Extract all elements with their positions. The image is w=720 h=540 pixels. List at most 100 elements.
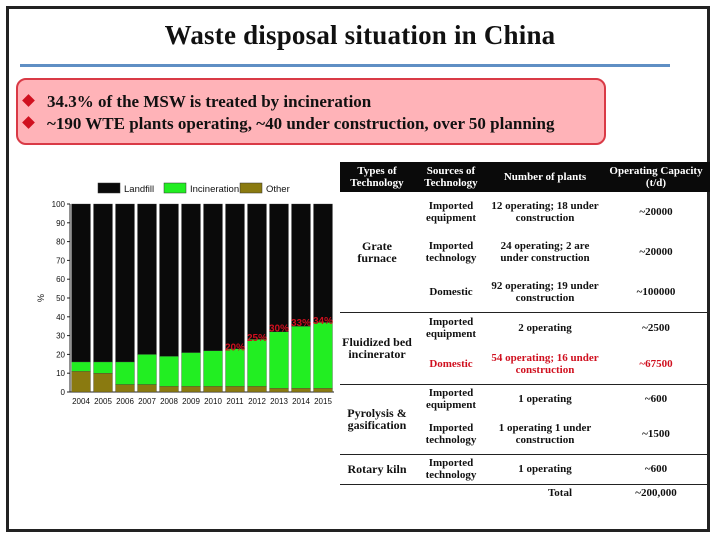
plants-cell: 2 operating bbox=[518, 322, 572, 335]
bar-segment-landfill bbox=[291, 203, 311, 327]
bar-segment-incineration bbox=[181, 352, 201, 387]
legend-swatch bbox=[97, 182, 121, 194]
source-cell: Imported equipment bbox=[425, 200, 477, 224]
x-tick-label: 2007 bbox=[138, 397, 156, 406]
source-cell: Imported equipment bbox=[425, 387, 477, 412]
plants-cell: 54 operating; 16 under construction bbox=[488, 344, 602, 385]
bar-segment-landfill bbox=[269, 203, 289, 332]
source-cell: Domestic bbox=[414, 344, 488, 385]
bar-segment-other bbox=[291, 388, 311, 393]
source-cell: Imported technology bbox=[425, 240, 477, 264]
y-axis-label: % bbox=[36, 294, 46, 302]
bar-segment-landfill bbox=[71, 203, 91, 363]
table-row: Domestic 92 operating; 19 under construc… bbox=[340, 272, 710, 313]
legend-label: Other bbox=[266, 184, 290, 195]
bar-segment-landfill bbox=[203, 203, 223, 351]
plants-cell: 92 operating; 19 under construction bbox=[488, 272, 602, 313]
bar-segment-other bbox=[93, 373, 113, 393]
capacity-cell: ~20000 bbox=[639, 206, 673, 218]
legend-swatch bbox=[163, 182, 187, 194]
bar-segment-incineration bbox=[203, 350, 223, 387]
source-cell: Imported technology bbox=[414, 454, 488, 485]
y-tick-label: 60 bbox=[56, 275, 65, 284]
y-tick-label: 50 bbox=[56, 294, 65, 303]
table-row: Rotary kiln Imported technology 1 operat… bbox=[340, 454, 710, 485]
header-cell: Types of Technology bbox=[340, 162, 414, 192]
bar-segment-landfill bbox=[159, 203, 179, 357]
x-tick-label: 2013 bbox=[270, 397, 288, 406]
x-tick-label: 2008 bbox=[160, 397, 178, 406]
x-tick-label: 2011 bbox=[226, 397, 244, 406]
bullet-item: ~190 WTE plants operating, ~40 under con… bbox=[22, 114, 555, 134]
bar-segment-incineration bbox=[291, 326, 311, 389]
y-tick-label: 20 bbox=[56, 350, 65, 359]
data-annotation: 20% bbox=[225, 342, 245, 353]
source-cell: Imported technology bbox=[414, 414, 488, 455]
highlight-callout: 34.3% of the MSW is treated by incinerat… bbox=[16, 78, 606, 145]
bar-segment-other bbox=[225, 386, 245, 393]
legend-label: Landfill bbox=[124, 184, 154, 195]
y-tick-label: 40 bbox=[56, 313, 65, 322]
bar-segment-incineration bbox=[247, 339, 267, 387]
bar-segment-incineration bbox=[159, 356, 179, 387]
tech-type-cell: Grate furnace bbox=[340, 192, 414, 313]
diamond-bullet-icon bbox=[22, 94, 35, 107]
x-tick-label: 2004 bbox=[72, 397, 90, 406]
bullet-text: ~190 WTE plants operating, ~40 under con… bbox=[47, 114, 555, 133]
table-row: Pyrolysis & gasification Imported equipm… bbox=[340, 384, 710, 455]
bar-segment-other bbox=[71, 371, 91, 393]
bullet-item: 34.3% of the MSW is treated by incinerat… bbox=[22, 92, 372, 112]
capacity-cell: ~20000 bbox=[639, 246, 673, 258]
bar-segment-landfill bbox=[137, 203, 157, 355]
x-tick-label: 2010 bbox=[204, 397, 222, 406]
bar-segment-other bbox=[247, 386, 267, 393]
plants-cell: 1 operating bbox=[488, 454, 602, 485]
capacity-cell: ~600 bbox=[602, 454, 710, 485]
table-row: Grate furnace Imported equipment 12 oper… bbox=[340, 192, 710, 313]
title-underline bbox=[20, 64, 670, 67]
diamond-bullet-icon bbox=[22, 116, 35, 129]
bar-segment-incineration bbox=[269, 331, 289, 389]
source-cell: Domestic bbox=[414, 272, 488, 313]
legend-label: Incineration bbox=[190, 184, 239, 195]
slide-title: Waste disposal situation in China bbox=[164, 20, 556, 50]
capacity-cell: ~100000 bbox=[602, 272, 710, 313]
data-annotation: 34% bbox=[313, 316, 333, 327]
tech-type-cell: Fluidized bed incinerator bbox=[340, 312, 414, 385]
bar-segment-landfill bbox=[247, 203, 267, 340]
x-tick-label: 2009 bbox=[182, 397, 200, 406]
x-tick-label: 2012 bbox=[248, 397, 266, 406]
plants-cell: 1 operating bbox=[518, 393, 572, 406]
total-label: Total bbox=[547, 487, 572, 500]
tech-type-cell: Rotary kiln bbox=[340, 454, 414, 485]
capacity-cell: ~600 bbox=[644, 393, 668, 406]
technology-table: Types of Technology Sources of Technolog… bbox=[340, 162, 710, 502]
y-tick-label: 10 bbox=[56, 369, 65, 378]
bar-segment-other bbox=[269, 388, 289, 393]
x-tick-label: 2005 bbox=[94, 397, 112, 406]
bar-segment-other bbox=[115, 384, 135, 393]
bar-segment-incineration bbox=[225, 348, 245, 387]
table-row: Fluidized bed incinerator Imported equip… bbox=[340, 312, 710, 385]
bar-segment-landfill bbox=[93, 203, 113, 363]
capacity-cell: ~1500 bbox=[602, 414, 710, 455]
data-annotation: 25% bbox=[247, 333, 267, 344]
table-total-row: Total ~200,000 bbox=[340, 484, 710, 502]
legend-swatch bbox=[239, 182, 263, 194]
source-cell: Imported equipment bbox=[425, 316, 477, 341]
header-cell: Sources of Technology bbox=[414, 162, 488, 192]
x-tick-label: 2015 bbox=[314, 397, 332, 406]
plants-cell: 24 operating; 2 are under construction bbox=[500, 240, 590, 264]
bar-segment-incineration bbox=[313, 322, 333, 389]
header-cell: Operating Capacity (t/d) bbox=[602, 162, 710, 192]
x-tick-label: 2006 bbox=[116, 397, 134, 406]
bar-segment-incineration bbox=[93, 361, 113, 374]
bar-segment-other bbox=[181, 386, 201, 393]
bar-segment-other bbox=[203, 386, 223, 393]
y-tick-label: 90 bbox=[56, 219, 65, 228]
data-annotation: 33% bbox=[291, 318, 311, 329]
table-row: Domestic 54 operating; 16 under construc… bbox=[340, 344, 710, 385]
bullet-text: 34.3% of the MSW is treated by incinerat… bbox=[47, 92, 372, 111]
y-tick-label: 100 bbox=[52, 200, 66, 209]
bar-segment-landfill bbox=[181, 203, 201, 353]
